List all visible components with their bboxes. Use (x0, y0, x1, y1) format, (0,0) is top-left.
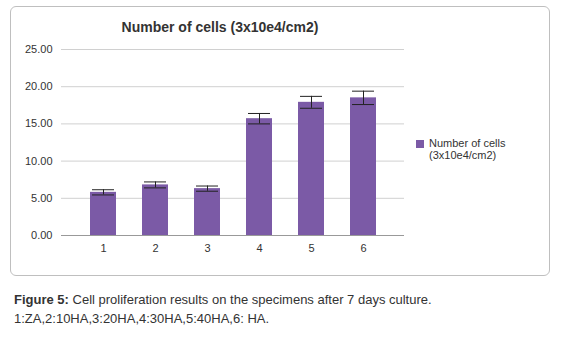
svg-text:10.00: 10.00 (25, 155, 53, 167)
svg-text:6: 6 (360, 242, 366, 254)
html-text:Figure 5: Cell proliferation r: Figure 5: Cell proliferation results on … (14, 292, 432, 326)
svg-text:3: 3 (204, 242, 210, 254)
html-text:Number of cells (3x10e4/cm2): Number of cells (3x10e4/cm2) (429, 137, 506, 161)
svg-text:2: 2 (152, 242, 158, 254)
svg-text:20.00: 20.00 (25, 80, 53, 92)
html-text:Number of cells (3x10e4/cm2): Number of cells (3x10e4/cm2) (121, 19, 319, 35)
svg-text:25.00: 25.00 (25, 43, 53, 55)
svg-text:5: 5 (308, 242, 314, 254)
svg-text:4: 4 (256, 242, 262, 254)
svg-text:1: 1 (100, 242, 106, 254)
svg-text:15.00: 15.00 (25, 117, 53, 129)
svg-text:5.00: 5.00 (31, 192, 52, 204)
svg-text:0.00: 0.00 (31, 229, 52, 241)
